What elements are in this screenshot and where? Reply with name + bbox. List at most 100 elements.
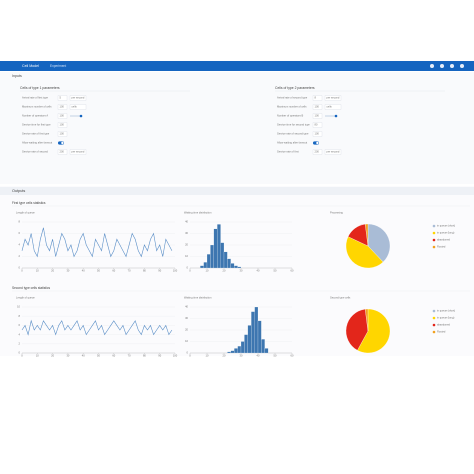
legend-label[interactable]: abandoned: [437, 238, 451, 242]
bar: [227, 351, 231, 354]
input-box[interactable]: [312, 95, 323, 101]
x-tick-label: 10: [36, 354, 39, 358]
icon[interactable]: [440, 64, 444, 68]
x-tick-label: 40: [82, 269, 85, 273]
bar: [203, 262, 208, 269]
y-tick-label: 8: [19, 220, 21, 224]
bar: [234, 348, 238, 354]
dropdown[interactable]: [324, 104, 342, 110]
x-tick-label: 10: [206, 354, 209, 358]
param-value: 100: [60, 132, 65, 136]
pie-slice: [345, 236, 384, 269]
input-box[interactable]: [312, 131, 323, 137]
legend-swatch: [432, 245, 436, 249]
dropdown[interactable]: [69, 104, 87, 110]
bar: [200, 265, 204, 269]
icon[interactable]: [460, 64, 464, 68]
legend-label[interactable]: in queue (short): [437, 309, 455, 313]
input-box[interactable]: [57, 149, 68, 155]
x-tick-label: 0: [21, 269, 23, 273]
pie-slice: [365, 308, 369, 332]
dropdown[interactable]: [324, 95, 342, 101]
bar: [251, 311, 255, 354]
chart-title: Length of queue: [16, 296, 35, 300]
slider-knob[interactable]: [79, 114, 83, 118]
input-box[interactable]: [312, 104, 323, 110]
input-box[interactable]: [57, 122, 68, 128]
unit: cells: [327, 105, 333, 109]
bar: [240, 341, 245, 354]
input-box[interactable]: [57, 104, 68, 110]
legend-label[interactable]: in queue (long): [437, 231, 454, 235]
x-tick-label: 50: [97, 354, 100, 358]
legend-swatch: [432, 224, 436, 228]
param-value: 8: [315, 96, 317, 100]
input-box[interactable]: [57, 95, 68, 101]
y-tick-label: 0: [19, 351, 21, 355]
row-title[interactable]: Second type cells statistics: [12, 286, 50, 290]
legend-label[interactable]: in queue (long): [437, 316, 454, 320]
param-value: 100: [315, 105, 320, 109]
row-title[interactable]: First type cells statistics: [12, 201, 46, 205]
legend-swatch: [432, 309, 436, 313]
legend-label[interactable]: Routed: [437, 330, 446, 334]
group-title[interactable]: Cells of type 1 parameters: [20, 86, 60, 90]
y-tick-label: 0: [187, 351, 189, 355]
bar: [264, 348, 269, 354]
input-box[interactable]: [57, 113, 68, 119]
icon[interactable]: [450, 64, 454, 68]
outputs-bar: [0, 187, 474, 195]
param-value: 100: [315, 114, 320, 118]
x-tick-label: 60: [291, 354, 294, 358]
dropdown[interactable]: [69, 95, 87, 101]
section-title[interactable]: Inputs: [12, 74, 22, 78]
legend-label[interactable]: abandoned: [437, 323, 451, 327]
param-label: Service rate of first type: [22, 132, 50, 136]
input-box[interactable]: [57, 131, 68, 137]
x-tick-label: 30: [66, 354, 69, 358]
x-tick-label: 50: [274, 269, 277, 273]
legend-swatch: [432, 323, 436, 327]
param-value: 80: [315, 123, 318, 127]
legend-swatch: [432, 238, 436, 242]
icon[interactable]: [430, 64, 434, 68]
bar: [206, 254, 211, 269]
chart-title: Waiting time distribution: [184, 211, 212, 215]
bar: [230, 350, 235, 354]
bar: [230, 263, 235, 269]
y-tick-label: 2: [19, 341, 21, 345]
param-label: Service rate of second: [22, 150, 48, 154]
pie-slice: [345, 309, 369, 351]
group-title[interactable]: Cells of type 2 parameters: [275, 86, 315, 90]
input-box[interactable]: [312, 149, 323, 155]
x-tick-label: 20: [223, 269, 226, 273]
bar: [254, 306, 259, 354]
bar: [227, 258, 231, 269]
dropdown[interactable]: [324, 149, 342, 155]
y-tick-label: 2: [19, 254, 21, 258]
section-title[interactable]: Outputs: [12, 189, 25, 193]
param-value: 200: [60, 150, 65, 154]
bar: [244, 334, 248, 354]
y-tick-label: 10: [17, 305, 20, 309]
input-box[interactable]: [312, 113, 323, 119]
y-tick-label: 40: [185, 305, 188, 309]
legend-label[interactable]: in queue (short): [437, 224, 455, 228]
pie-slice: [357, 308, 391, 354]
chart-title: Length of queue: [16, 211, 35, 215]
param-label: Allow waiting after timeout: [22, 141, 52, 145]
chart-title: Waiting time distribution: [184, 296, 212, 300]
dropdown[interactable]: [69, 149, 87, 155]
app-name[interactable]: Cell Model: [22, 64, 39, 68]
x-tick-label: 60: [112, 269, 115, 273]
breadcrumb[interactable]: Experiment: [50, 64, 66, 68]
x-tick-label: 60: [291, 269, 294, 273]
legend-label[interactable]: Routed: [437, 245, 446, 249]
param-label: Arrival rate of second type: [277, 96, 308, 100]
x-tick-label: 20: [51, 269, 54, 273]
input-box[interactable]: [312, 122, 323, 128]
pie-slice: [365, 223, 369, 247]
slider-knob[interactable]: [334, 114, 338, 118]
param-label: Maximum number of cells: [277, 105, 307, 109]
